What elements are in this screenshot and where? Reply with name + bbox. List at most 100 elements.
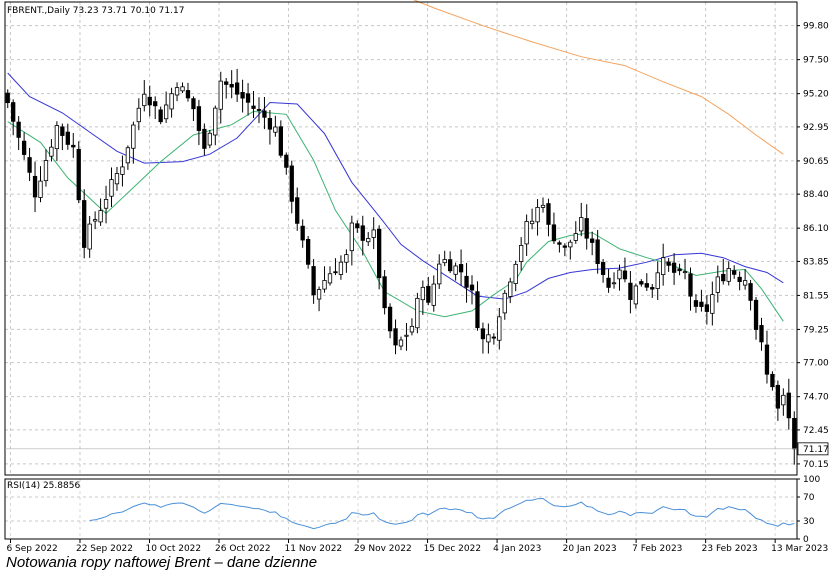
price-tick-label: 99.80 — [803, 22, 829, 32]
candle-bullish — [338, 261, 344, 275]
candle-bearish — [546, 203, 551, 225]
candle-bearish — [251, 105, 256, 109]
candle-bullish — [524, 221, 529, 245]
candle-bearish — [770, 373, 775, 388]
candle-bullish — [322, 280, 327, 290]
candle-bearish — [671, 262, 677, 273]
candle-bearish — [245, 93, 251, 103]
last-price-label: 71.17 — [803, 445, 829, 455]
candle-bullish — [136, 107, 141, 123]
candle-bearish — [387, 306, 393, 332]
rsi-tick-label: 30 — [803, 517, 815, 527]
candle-bearish — [699, 301, 704, 307]
candle-bearish — [448, 259, 453, 272]
date-tick-label: 26 Oct 2022 — [215, 544, 271, 554]
candle-bearish — [458, 264, 464, 273]
candle-bullish — [781, 394, 786, 406]
candle-bullish — [486, 334, 491, 343]
candle-bullish — [120, 166, 125, 175]
candle-bearish — [147, 96, 152, 106]
candle-bearish — [229, 84, 234, 88]
candle-bullish — [529, 220, 535, 225]
candle-bearish — [289, 165, 294, 202]
candle-bearish — [748, 283, 753, 301]
candle-bearish — [267, 118, 273, 130]
date-tick-label: 23 Feb 2023 — [702, 544, 758, 554]
price-tick-label: 77.00 — [803, 359, 829, 369]
candle-bearish — [234, 82, 240, 95]
candle-bullish — [180, 86, 185, 92]
candle-bullish — [371, 229, 376, 238]
candle-bullish — [109, 179, 114, 197]
candle-bullish — [125, 147, 131, 164]
candle-bullish — [38, 180, 43, 198]
rsi-line — [89, 497, 795, 530]
candle-bearish — [737, 276, 742, 283]
candle-bullish — [508, 281, 513, 297]
candle-bullish — [142, 93, 147, 107]
candle-bullish — [513, 263, 518, 284]
price-tick-label: 95.20 — [803, 90, 829, 100]
candle-bullish — [573, 233, 578, 241]
candle-bullish — [420, 286, 425, 301]
candle-bullish — [726, 268, 731, 282]
candle-bullish — [98, 210, 103, 223]
rsi-panel-frame — [4, 478, 798, 540]
candle-bearish — [786, 392, 791, 419]
candle-bullish — [218, 80, 223, 110]
candle-bullish — [742, 280, 748, 286]
candle-bearish — [775, 384, 781, 409]
candle-bearish — [71, 144, 76, 148]
candle-bearish — [191, 98, 196, 110]
candle-bullish — [131, 124, 136, 149]
candle-bullish — [617, 269, 622, 280]
candle-bullish — [611, 282, 617, 285]
candle-bearish — [584, 218, 589, 239]
candle-bullish — [633, 285, 639, 305]
candle-bearish — [557, 242, 562, 245]
candle-bearish — [333, 271, 338, 274]
candle-bullish — [715, 276, 720, 293]
candle-bearish — [27, 157, 32, 173]
date-tick-label: 10 Oct 2022 — [145, 544, 201, 554]
candle-bearish — [693, 300, 699, 307]
price-panel-frame — [4, 1, 798, 476]
candle-bearish — [16, 121, 21, 138]
candle-bearish — [82, 200, 87, 248]
candle-bearish — [753, 299, 759, 330]
candle-bearish — [622, 270, 628, 280]
candle-bullish — [661, 257, 666, 275]
date-tick-label: 7 Feb 2023 — [632, 544, 682, 554]
candle-bullish — [519, 245, 524, 262]
price-tick-label: 72.45 — [803, 426, 829, 436]
candle-bearish — [590, 238, 595, 243]
price-tick-label: 74.70 — [803, 393, 829, 403]
date-tick-label: 6 Sep 2022 — [6, 544, 57, 554]
candle-bearish — [65, 131, 70, 145]
candle-bearish — [295, 197, 300, 224]
candle-bullish — [54, 125, 60, 150]
candle-bearish — [311, 266, 316, 296]
rsi-label: RSI(14) 25.8856 — [7, 481, 80, 491]
date-tick-label: 4 Jan 2023 — [493, 544, 541, 554]
candle-bearish — [224, 81, 229, 85]
candle-bearish — [284, 154, 289, 168]
candle-bullish — [710, 294, 715, 314]
candle-bullish — [327, 273, 333, 284]
price-tick-label: 81.55 — [803, 291, 829, 301]
candle-bearish — [382, 276, 387, 309]
candle-bullish — [103, 199, 109, 209]
candle-bearish — [21, 140, 27, 155]
candle-bearish — [491, 336, 497, 339]
date-tick-label: 22 Sep 2022 — [76, 544, 133, 554]
candle-bearish — [475, 291, 480, 329]
candle-bullish — [497, 316, 502, 341]
moving-average-short — [7, 110, 784, 322]
candle-bearish — [721, 273, 726, 282]
candle-bearish — [469, 284, 475, 291]
candle-bullish — [49, 146, 54, 157]
candle-bearish — [360, 225, 365, 241]
candle-bullish — [366, 238, 371, 243]
price-tick-label: 88.40 — [803, 190, 829, 200]
candle-bearish — [5, 92, 10, 104]
